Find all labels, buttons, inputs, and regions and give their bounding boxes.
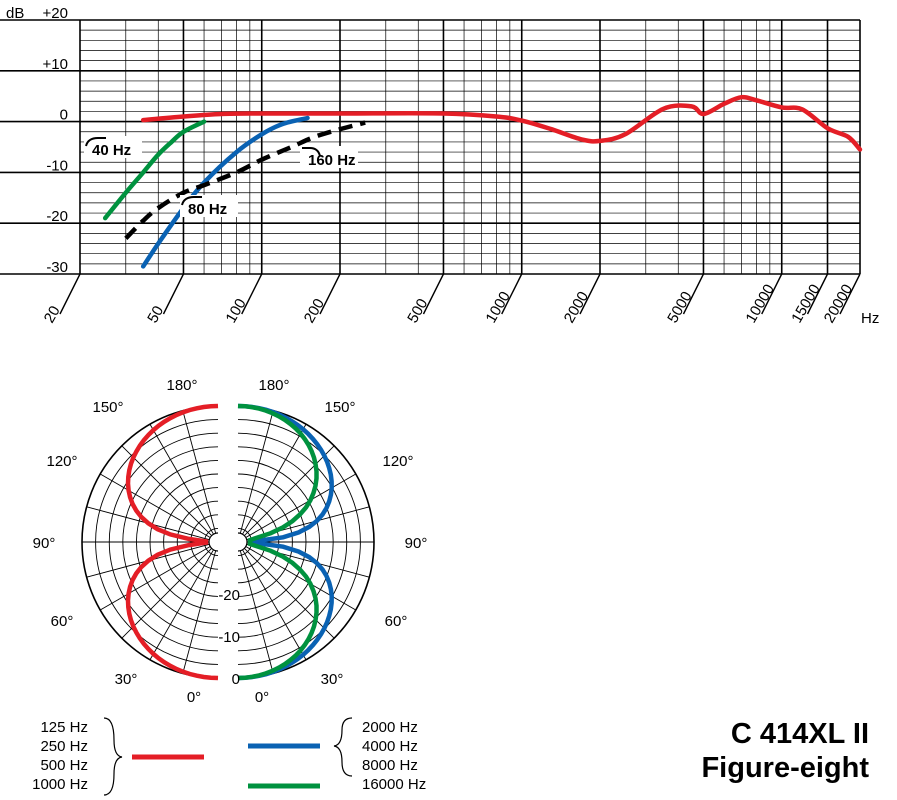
legend-brace-left [103, 717, 123, 796]
x-tick-label: 20000 [821, 281, 857, 326]
polar-spoke [182, 410, 217, 535]
polar-angle-label-right: 0° [255, 689, 269, 706]
x-tick-label: 100 [222, 296, 249, 326]
y-tick-label: -20 [46, 208, 68, 225]
polar-angle-label-left: 60° [51, 613, 74, 630]
x-tick-label: 15000 [788, 281, 824, 326]
polar-spoke [244, 545, 357, 611]
x-tick-diagonal [319, 273, 341, 315]
polar-spoke [239, 410, 274, 535]
polar-angle-label-right: 30° [321, 671, 344, 688]
polar-radial-label: -20 [218, 587, 240, 604]
polar-spoke [149, 423, 215, 536]
polar-spoke [241, 423, 307, 536]
x-tick-label: 2000 [561, 289, 592, 326]
x-tick-label: 200 [301, 296, 328, 326]
legend: 125 Hz 250 Hz 500 Hz 1000 Hz 2000 Hz 4000 Hz 8… [32, 717, 426, 796]
polar-spoke [121, 445, 213, 537]
y-tick-label: +10 [43, 56, 68, 73]
polar-spoke [99, 473, 212, 539]
legend-brace-right [333, 717, 353, 777]
polar-spoke [121, 547, 213, 639]
hpf-label-bg [84, 136, 142, 158]
polar-angle-label-right: 120° [382, 453, 413, 470]
x-axis-label: Hz [861, 310, 879, 327]
legend-label-left: 500 Hz [40, 757, 88, 774]
filter-slope-icon [302, 147, 321, 157]
polar-angle-label-left: 0° [187, 689, 201, 706]
polar-radial-label: 0 [232, 671, 240, 688]
polar-angle-label-left: 30° [115, 671, 138, 688]
x-tick-diagonal [422, 273, 445, 315]
frequency-response-grid [0, 19, 861, 315]
response-curve-green [102, 119, 207, 221]
filter-slope-icon [85, 137, 106, 147]
polar-angle-label-right: 150° [324, 399, 355, 416]
y-tick-label: 0 [60, 107, 68, 124]
x-tick-diagonal [59, 273, 81, 315]
y-axis-label: dB [6, 5, 24, 22]
polar-pattern: 0° 0° 30° 30° 60° 60° 90° 90° 120° 120° 150° 150° 18… [33, 377, 428, 706]
x-tick-diagonal [839, 273, 861, 315]
legend-label-right: 16000 Hz [362, 776, 426, 793]
legend-label-right: 2000 Hz [362, 719, 418, 736]
hpf-label: 80 Hz [188, 201, 227, 218]
polar-angle-label-right: 180° [258, 377, 289, 394]
polar-angle-label-left: 150° [92, 399, 123, 416]
polar-center-mask [218, 530, 238, 554]
polar-spoke [239, 549, 274, 674]
polar-curve-green [237, 403, 319, 681]
legend-label-left: 125 Hz [40, 719, 88, 736]
x-tick-label: 20 [41, 303, 64, 326]
x-tick-label: 500 [404, 296, 431, 326]
legend-label-left: 250 Hz [40, 738, 88, 755]
polar-angle-label-left: 120° [46, 453, 77, 470]
x-tick-diagonal [579, 273, 601, 315]
x-tick-diagonal [162, 273, 185, 315]
polar-angle-label-left: 180° [166, 377, 197, 394]
frequency-response-curves [102, 94, 863, 269]
x-tick-label: 10000 [742, 281, 778, 326]
response-curve-blue [140, 115, 310, 269]
x-tick-label: 1000 [482, 289, 513, 326]
response-curve-red [140, 94, 863, 152]
y-tick-label: -10 [46, 157, 68, 174]
polar-spoke [241, 548, 307, 661]
legend-label-left: 1000 Hz [32, 776, 88, 793]
legend-label-right: 8000 Hz [362, 757, 418, 774]
polar-spoke [182, 549, 217, 674]
x-tick-diagonal [761, 273, 783, 315]
legend-label-right: 4000 Hz [362, 738, 418, 755]
x-tick-label: 50 [144, 303, 167, 326]
hpf-label: 40 Hz [92, 142, 131, 159]
polar-angle-label-right: 90° [405, 535, 428, 552]
hpf-label-bg [180, 195, 238, 217]
y-tick-label: +20 [43, 5, 68, 22]
model-name: C 414XL II [730, 718, 869, 750]
polar-spoke [99, 545, 212, 611]
polar-spoke [244, 473, 357, 539]
polar-angle-label-right: 60° [385, 613, 408, 630]
hpf-label: 160 Hz [308, 152, 356, 169]
response-curve-dashed [124, 120, 366, 240]
filter-slope-icon [181, 196, 202, 206]
polar-angle-label-left: 90° [33, 535, 56, 552]
y-tick-label: -30 [46, 259, 68, 276]
pattern-name: Figure-eight [701, 752, 869, 784]
polar-spoke [243, 445, 335, 537]
polar-spoke [149, 548, 215, 661]
high-pass-filter-labels: 40 Hz 80 Hz 160 Hz [84, 136, 358, 218]
x-tick-diagonal [501, 273, 523, 315]
x-tick-diagonal [241, 273, 263, 315]
x-tick-label: 5000 [664, 289, 695, 326]
x-tick-diagonal [806, 273, 829, 315]
polar-spoke [243, 547, 335, 639]
hpf-label-bg [300, 146, 358, 168]
polar-curve-red [125, 403, 219, 681]
polar-radial-label: -10 [218, 629, 240, 646]
x-tick-diagonal [682, 273, 705, 315]
